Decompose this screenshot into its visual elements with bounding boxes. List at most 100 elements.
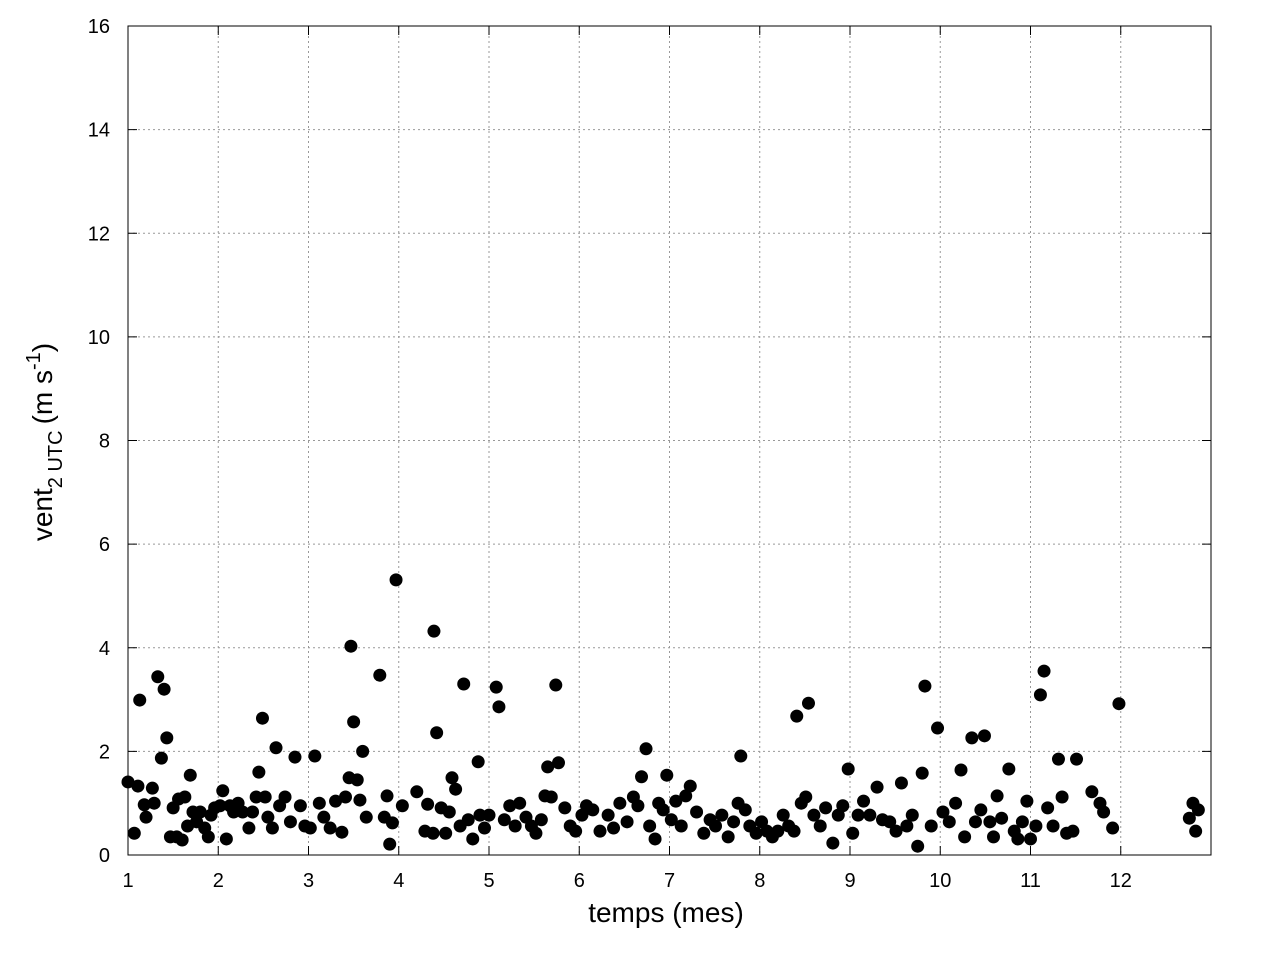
- data-point: [216, 784, 230, 798]
- data-point: [894, 776, 908, 790]
- data-point: [383, 837, 397, 851]
- data-point: [631, 799, 645, 813]
- y-label-unit: (m s: [27, 370, 58, 424]
- x-tick-label: 12: [1110, 870, 1132, 892]
- data-point: [477, 821, 491, 835]
- data-point: [497, 813, 511, 827]
- data-point: [258, 790, 272, 804]
- data-point: [1029, 819, 1043, 833]
- data-point: [347, 715, 361, 729]
- data-point: [995, 811, 1009, 825]
- data-point: [1002, 762, 1016, 776]
- data-point: [911, 839, 925, 853]
- y-tick-label: 6: [99, 534, 110, 556]
- y-label-sup: -1: [23, 352, 45, 370]
- data-point: [1085, 785, 1099, 799]
- data-point: [359, 810, 373, 824]
- data-point: [986, 830, 1000, 844]
- data-point: [857, 794, 871, 808]
- data-point: [983, 815, 997, 829]
- data-point: [918, 679, 932, 693]
- data-point: [503, 799, 517, 813]
- data-point: [954, 763, 968, 777]
- x-tick-label: 11: [1020, 870, 1041, 892]
- data-point: [544, 790, 558, 804]
- data-point: [265, 821, 279, 835]
- data-point: [350, 773, 364, 787]
- data-point: [449, 782, 463, 796]
- x-tick-label: 10: [929, 870, 951, 892]
- data-point: [1011, 832, 1025, 846]
- x-tick-label: 1: [122, 870, 133, 892]
- y-label-sub: 2 UTC: [45, 430, 67, 488]
- data-point: [709, 819, 723, 833]
- data-point: [674, 819, 688, 833]
- data-point: [457, 677, 471, 691]
- data-point: [252, 765, 266, 779]
- data-point: [620, 815, 634, 829]
- data-point: [154, 751, 168, 765]
- data-point: [213, 799, 227, 813]
- data-point: [201, 830, 215, 844]
- data-point: [1182, 811, 1196, 825]
- data-point: [236, 805, 250, 819]
- data-point: [445, 771, 459, 785]
- data-point: [1066, 824, 1080, 838]
- data-point: [669, 794, 683, 808]
- x-tick-label: 2: [213, 870, 224, 892]
- data-point: [380, 789, 394, 803]
- data-point: [679, 789, 693, 803]
- data-point: [936, 805, 950, 819]
- data-point: [335, 825, 349, 839]
- data-point: [137, 798, 151, 812]
- y-tick-label: 0: [99, 845, 110, 867]
- data-point: [648, 832, 662, 846]
- data-point: [157, 682, 171, 696]
- data-point: [466, 832, 480, 846]
- data-point: [178, 790, 192, 804]
- data-point: [482, 808, 496, 822]
- data-point: [905, 808, 919, 822]
- x-axis-label: temps (mes): [588, 897, 744, 928]
- data-point: [721, 830, 735, 844]
- data-point: [508, 819, 522, 833]
- data-point: [389, 573, 403, 587]
- data-point: [121, 775, 135, 789]
- y-tick-label: 10: [88, 327, 110, 349]
- data-point: [442, 805, 456, 819]
- data-point: [249, 790, 263, 804]
- data-point: [807, 808, 821, 822]
- data-point: [749, 826, 763, 840]
- data-point: [1037, 664, 1051, 678]
- data-point: [529, 826, 543, 840]
- data-point: [924, 819, 938, 833]
- data-point: [1033, 688, 1047, 702]
- data-point: [889, 824, 903, 838]
- data-point: [846, 826, 860, 840]
- data-point: [160, 731, 174, 745]
- y-tick-label: 2: [99, 741, 110, 763]
- data-point: [283, 815, 297, 829]
- data-point: [635, 770, 649, 784]
- data-point: [690, 805, 704, 819]
- data-point: [883, 815, 897, 829]
- data-point: [1189, 824, 1203, 838]
- data-point: [471, 755, 485, 769]
- y-label-close: ): [27, 343, 58, 352]
- data-point: [183, 768, 197, 782]
- data-point: [715, 808, 729, 822]
- data-point: [601, 808, 615, 822]
- data-point: [593, 824, 607, 838]
- data-point: [317, 810, 331, 824]
- data-point: [1041, 801, 1055, 815]
- data-point: [288, 750, 302, 764]
- y-label-text: vent: [27, 488, 58, 541]
- data-point: [242, 821, 256, 835]
- data-point: [426, 826, 440, 840]
- data-point: [323, 821, 337, 835]
- data-point: [1097, 805, 1111, 819]
- data-point: [133, 693, 147, 707]
- data-point: [734, 749, 748, 763]
- data-point: [656, 803, 670, 817]
- data-point: [801, 696, 815, 710]
